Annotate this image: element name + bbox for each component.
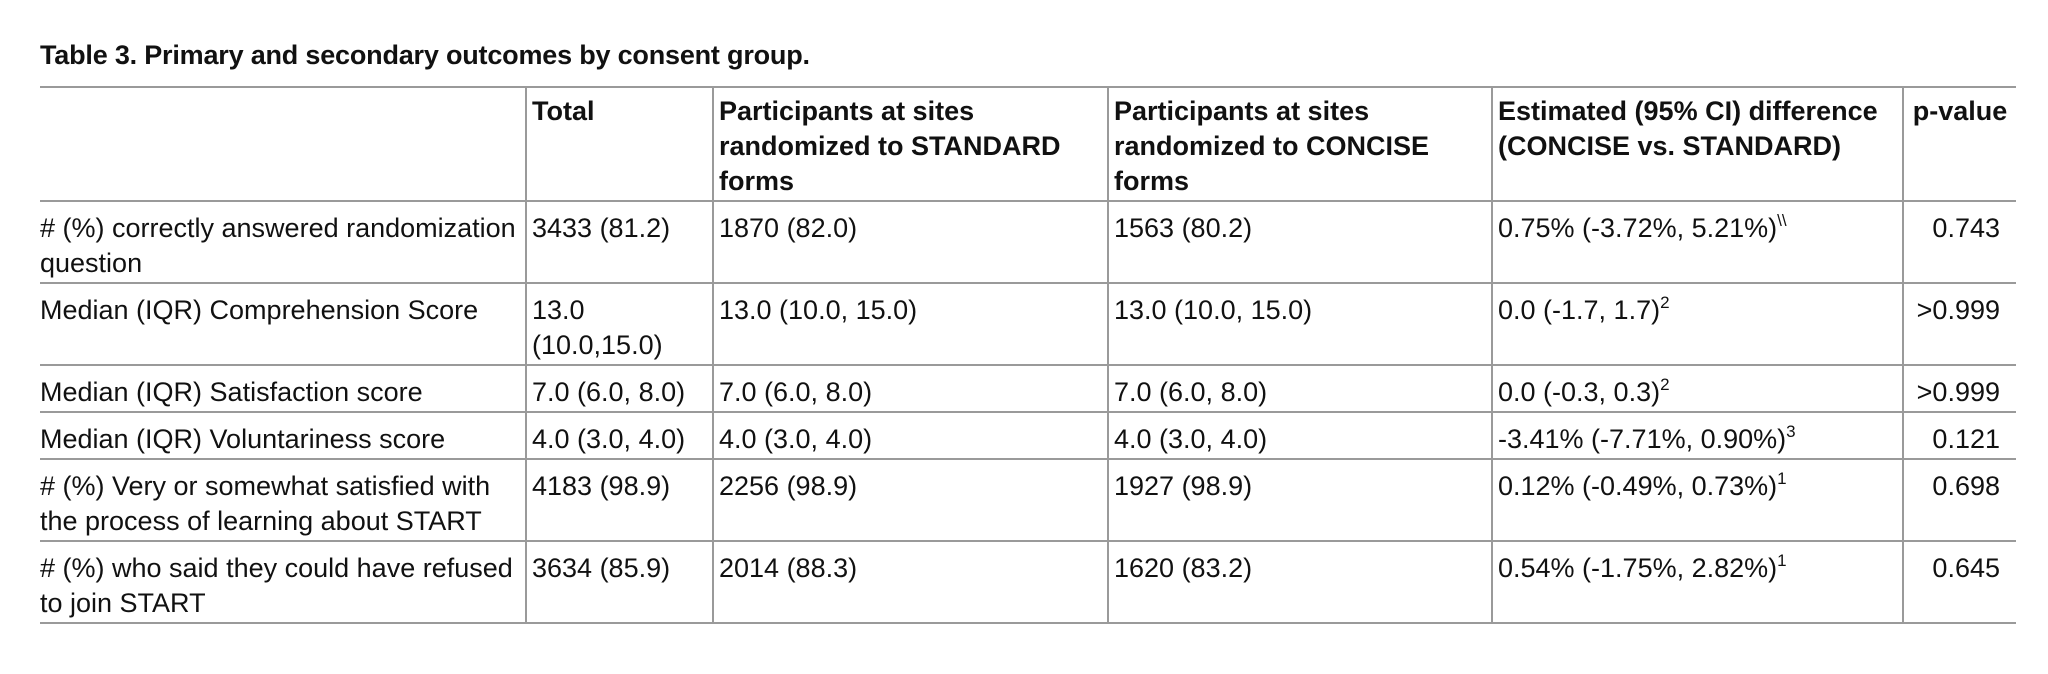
cell-standard: 2014 (88.3) <box>712 541 1108 623</box>
header-standard: Participants at sites randomized to STAN… <box>712 87 1108 201</box>
row-label: # (%) correctly answered randomization q… <box>40 213 516 278</box>
outcomes-table: Total Participants at sites randomized t… <box>40 86 2016 624</box>
table-row: Median (IQR) Satisfaction score 7.0 (6.0… <box>40 365 2016 412</box>
footnote-marker: 1 <box>1777 551 1787 570</box>
cell-standard: 13.0 (10.0, 15.0) <box>712 283 1108 365</box>
cell-difference: 0.12% (-0.49%, 0.73%)1 <box>1491 459 1903 541</box>
table-row: Median (IQR) Comprehension Score 13.0 (1… <box>40 283 2016 365</box>
table-row: Median (IQR) Voluntariness score 4.0 (3.… <box>40 412 2016 459</box>
header-row: Total Participants at sites randomized t… <box>40 87 2016 201</box>
difference-value: 0.0 (-1.7, 1.7) <box>1498 295 1661 325</box>
cell-concise: 7.0 (6.0, 8.0) <box>1107 365 1492 412</box>
table-row: # (%) correctly answered randomization q… <box>40 201 2016 283</box>
cell-difference: -3.41% (-7.71%, 0.90%)3 <box>1491 412 1903 459</box>
header-total: Total <box>525 87 713 201</box>
difference-value: 0.54% (-1.75%, 2.82%) <box>1498 553 1778 583</box>
cell-p-value: 0.645 <box>1902 541 2016 623</box>
table-row: # (%) Very or somewhat satisfied with th… <box>40 459 2016 541</box>
cell-total: 4.0 (3.0, 4.0) <box>525 412 713 459</box>
cell-concise: 13.0 (10.0, 15.0) <box>1107 283 1492 365</box>
difference-value: -3.41% (-7.71%, 0.90%) <box>1498 424 1787 454</box>
footnote-marker: 1 <box>1777 469 1787 488</box>
cell-total: 13.0 (10.0,15.0) <box>525 283 713 365</box>
difference-value: 0.12% (-0.49%, 0.73%) <box>1498 471 1778 501</box>
cell-concise: 1563 (80.2) <box>1107 201 1492 283</box>
cell-total: 4183 (98.9) <box>525 459 713 541</box>
cell-standard: 1870 (82.0) <box>712 201 1108 283</box>
cell-difference: 0.54% (-1.75%, 2.82%)1 <box>1491 541 1903 623</box>
cell-standard: 7.0 (6.0, 8.0) <box>712 365 1108 412</box>
cell-total: 7.0 (6.0, 8.0) <box>525 365 713 412</box>
row-label: # (%) Very or somewhat satisfied with th… <box>40 471 491 536</box>
header-difference: Estimated (95% CI) difference (CONCISE v… <box>1491 87 1903 201</box>
header-concise: Participants at sites randomized to CONC… <box>1107 87 1492 201</box>
difference-value: 0.0 (-0.3, 0.3) <box>1498 377 1661 407</box>
cell-total: 3433 (81.2) <box>525 201 713 283</box>
footnote-marker: 2 <box>1660 293 1670 312</box>
cell-total: 3634 (85.9) <box>525 541 713 623</box>
row-label: Median (IQR) Satisfaction score <box>40 377 423 407</box>
footnote-marker: 3 <box>1786 422 1796 441</box>
cell-difference: 0.0 (-1.7, 1.7)2 <box>1491 283 1903 365</box>
cell-p-value: 0.698 <box>1902 459 2016 541</box>
cell-standard: 2256 (98.9) <box>712 459 1108 541</box>
cell-difference: 0.75% (-3.72%, 5.21%)\\ <box>1491 201 1903 283</box>
row-label: Median (IQR) Voluntariness score <box>40 424 446 454</box>
cell-p-value: >0.999 <box>1902 283 2016 365</box>
cell-concise: 1620 (83.2) <box>1107 541 1492 623</box>
cell-difference: 0.0 (-0.3, 0.3)2 <box>1491 365 1903 412</box>
footnote-marker: 2 <box>1660 375 1670 394</box>
row-label: Median (IQR) Comprehension Score <box>40 295 479 325</box>
footnote-marker: \\ <box>1777 211 1787 230</box>
cell-p-value: 0.743 <box>1902 201 2016 283</box>
difference-value: 0.75% (-3.72%, 5.21%) <box>1498 213 1778 243</box>
header-p-value: p-value <box>1902 87 2016 201</box>
cell-p-value: >0.999 <box>1902 365 2016 412</box>
cell-p-value: 0.121 <box>1902 412 2016 459</box>
cell-concise: 1927 (98.9) <box>1107 459 1492 541</box>
table-caption: Table 3. Primary and secondary outcomes … <box>40 40 810 70</box>
table-row: # (%) who said they could have refused t… <box>40 541 2016 623</box>
header-outcome <box>40 87 526 201</box>
cell-standard: 4.0 (3.0, 4.0) <box>712 412 1108 459</box>
cell-concise: 4.0 (3.0, 4.0) <box>1107 412 1492 459</box>
row-label: # (%) who said they could have refused t… <box>40 553 513 618</box>
